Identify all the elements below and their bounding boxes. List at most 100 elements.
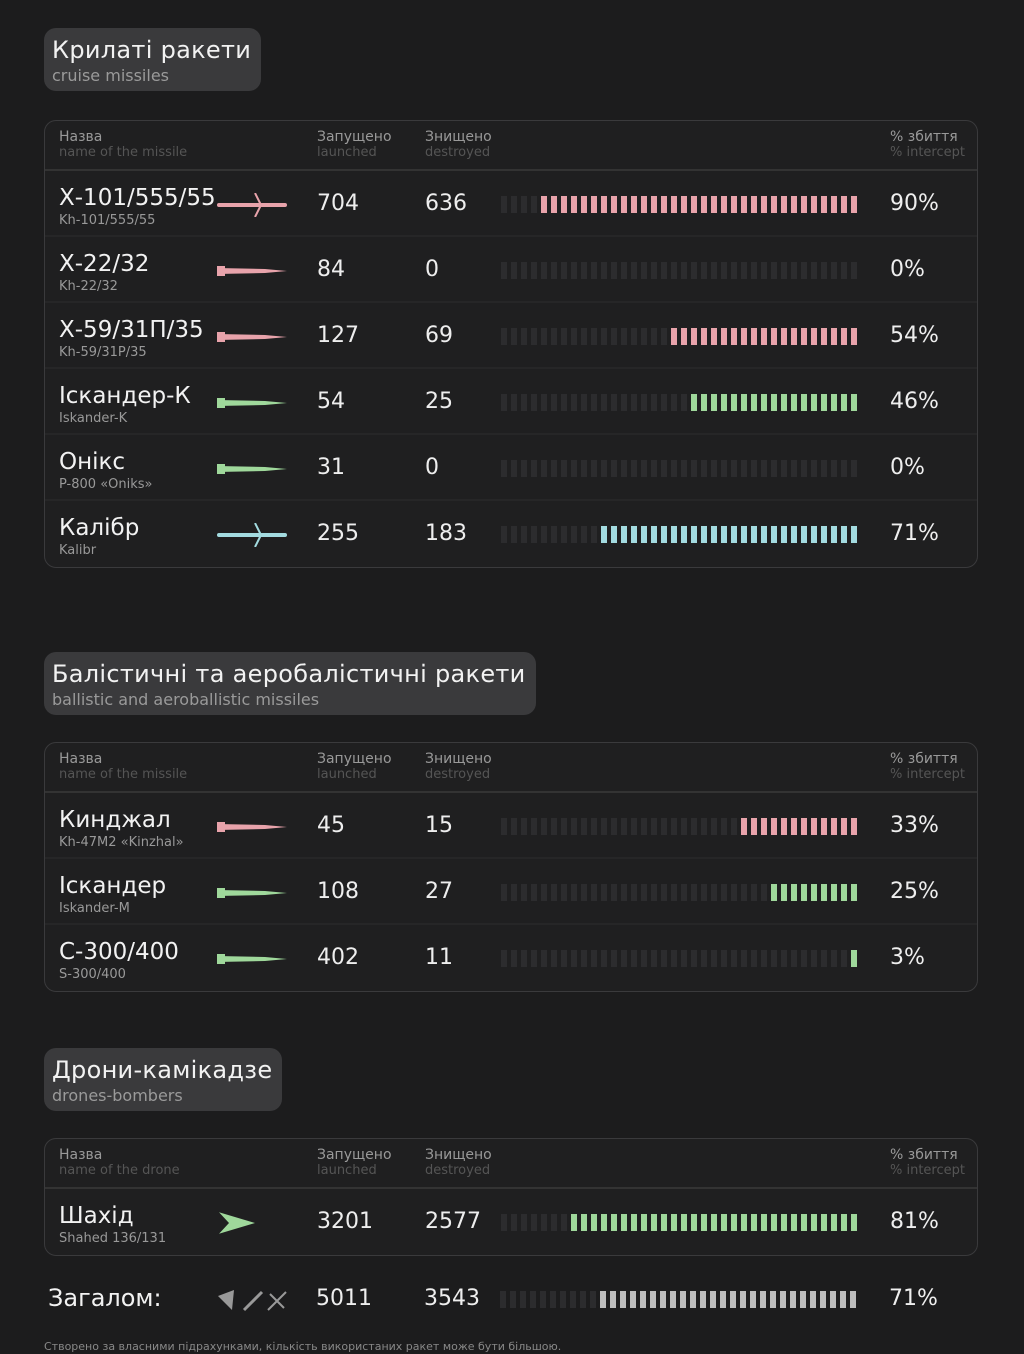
bar-tick	[561, 328, 567, 345]
bar-tick	[731, 818, 737, 835]
bar-tick	[741, 950, 747, 967]
bar-tick	[700, 1291, 706, 1308]
bar-tick	[811, 526, 817, 543]
bar-tick	[771, 950, 777, 967]
bar-tick	[661, 460, 667, 477]
bar-tick	[561, 394, 567, 411]
weapon-name-en: P-800 «Oniks»	[59, 477, 153, 492]
bar-tick	[660, 1291, 666, 1308]
bar-tick	[741, 394, 747, 411]
bar-tick	[691, 818, 697, 835]
bar-tick	[641, 460, 647, 477]
bar-tick	[581, 526, 587, 543]
bar-tick	[601, 884, 607, 901]
bar-tick	[801, 1214, 807, 1231]
bar-tick	[751, 884, 757, 901]
bar-tick	[781, 262, 787, 279]
bar-tick	[841, 526, 847, 543]
bar-tick	[541, 526, 547, 543]
table-row: Х-59/31П/35 Kh-59/31P/35 127 69 54%	[45, 303, 977, 369]
col-pct: % збиття% intercept	[890, 1147, 965, 1178]
bar-tick	[681, 196, 687, 213]
bar-tick	[561, 196, 567, 213]
weapon-name-en: Kh-59/31P/35	[59, 345, 147, 360]
bar-tick	[830, 1291, 836, 1308]
total-label: Загалом:	[48, 1284, 162, 1312]
bar-tick	[531, 818, 537, 835]
table-row: Онікс P-800 «Oniks» 31 0 0%	[45, 435, 977, 501]
weapon-name: Х-101/555/55	[59, 185, 216, 211]
bar-tick	[761, 460, 767, 477]
bar-tick	[591, 526, 597, 543]
bar-tick	[791, 950, 797, 967]
weapon-name-en: Shahed 136/131	[59, 1231, 167, 1246]
bar-tick	[811, 460, 817, 477]
bar-tick	[771, 818, 777, 835]
bar-tick	[811, 950, 817, 967]
bar-tick	[621, 196, 627, 213]
bar-tick	[591, 460, 597, 477]
bar-tick	[570, 1291, 576, 1308]
destroyed-value: 183	[425, 521, 467, 546]
bar-tick	[601, 950, 607, 967]
bar-tick	[851, 1214, 857, 1231]
bar-tick	[671, 262, 677, 279]
bar-tick	[731, 394, 737, 411]
bar-tick	[750, 1291, 756, 1308]
bar-tick	[641, 1214, 647, 1231]
bar-tick	[681, 328, 687, 345]
bar-tick	[521, 460, 527, 477]
intercept-pct: 33%	[890, 813, 939, 838]
bar-tick	[521, 262, 527, 279]
bar-tick	[801, 328, 807, 345]
bar-tick	[771, 262, 777, 279]
bar-tick	[821, 1214, 827, 1231]
bar-tick	[561, 262, 567, 279]
bar-tick	[721, 196, 727, 213]
bar-tick	[761, 262, 767, 279]
bar-tick	[741, 526, 747, 543]
bar-tick	[561, 950, 567, 967]
section-title-en: drones-bombers	[52, 1086, 183, 1105]
bar-tick	[670, 1291, 676, 1308]
bar-tick	[501, 328, 507, 345]
bar-tick	[511, 526, 517, 543]
weapon-name-en: Kh-101/555/55	[59, 213, 156, 228]
bar-tick	[510, 1291, 516, 1308]
bar-tick	[691, 394, 697, 411]
bar-tick	[671, 460, 677, 477]
bar-tick	[771, 884, 777, 901]
bar-tick	[591, 394, 597, 411]
bar-tick	[791, 394, 797, 411]
bar-tick	[531, 884, 537, 901]
bar-tick	[811, 394, 817, 411]
bar-tick	[841, 1214, 847, 1231]
bar-tick	[591, 196, 597, 213]
bar-tick	[751, 394, 757, 411]
bar-tick	[631, 328, 637, 345]
intercept-bar	[501, 950, 857, 967]
section-title-en: ballistic and aeroballistic missiles	[52, 690, 320, 709]
bar-tick	[621, 394, 627, 411]
bar-tick	[701, 526, 707, 543]
bar-tick	[600, 1291, 606, 1308]
bar-tick	[841, 196, 847, 213]
bar-tick	[521, 950, 527, 967]
bar-tick	[831, 196, 837, 213]
weapon-name: Х-59/31П/35	[59, 317, 204, 343]
bar-tick	[611, 950, 617, 967]
bar-tick	[581, 328, 587, 345]
launched-value: 45	[317, 813, 345, 838]
bar-tick	[591, 950, 597, 967]
bar-tick	[571, 262, 577, 279]
intercept-pct: 25%	[890, 879, 939, 904]
bar-tick	[501, 526, 507, 543]
bar-tick	[601, 262, 607, 279]
bar-tick	[601, 394, 607, 411]
bar-tick	[731, 884, 737, 901]
bar-tick	[701, 328, 707, 345]
section-title-uk: Крилаті ракети	[52, 36, 252, 64]
weapons-icon	[218, 1290, 287, 1312]
bar-tick	[761, 884, 767, 901]
bar-tick	[691, 460, 697, 477]
